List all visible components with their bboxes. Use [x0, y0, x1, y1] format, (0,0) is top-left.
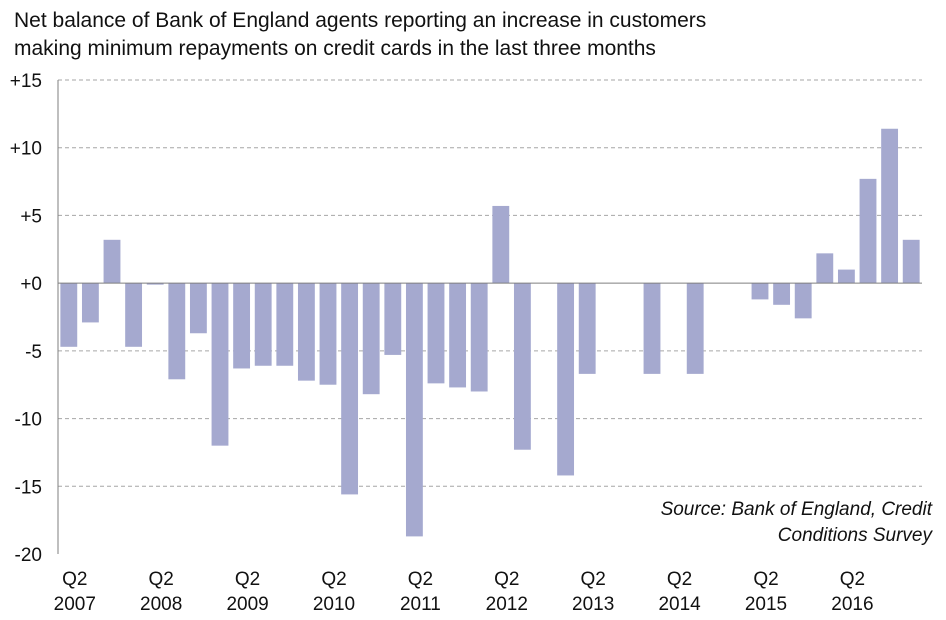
x-tick-year-label: 2009: [226, 594, 268, 615]
bar: [643, 283, 661, 374]
bar: [362, 283, 380, 395]
bar: [492, 205, 510, 284]
x-tick-quarter-label: Q2: [840, 569, 865, 590]
source-note: Source: Bank of England, Credit Conditio…: [512, 497, 932, 549]
bar: [578, 283, 596, 374]
bar: [881, 128, 899, 284]
bar: [276, 283, 294, 366]
source-line-1: Source: Bank of England, Credit: [660, 499, 932, 520]
bar: [816, 253, 834, 284]
bar: [211, 283, 229, 446]
x-tick-quarter-label: Q2: [494, 569, 519, 590]
x-tick-quarter-label: Q2: [149, 569, 174, 590]
y-tick-label: +15: [10, 71, 42, 92]
bar: [470, 283, 488, 392]
bar: [427, 283, 445, 384]
x-tick-year-label: 2015: [745, 594, 787, 615]
bar: [168, 283, 186, 380]
x-tick-year-label: 2012: [486, 594, 528, 615]
bar: [513, 283, 531, 450]
bar: [773, 283, 791, 305]
bar: [146, 283, 164, 285]
bar: [233, 283, 251, 369]
x-tick-year-label: 2007: [54, 594, 96, 615]
x-tick-quarter-label: Q2: [667, 569, 692, 590]
bar: [189, 283, 207, 334]
x-tick-year-label: 2011: [400, 594, 441, 615]
bar: [751, 283, 769, 300]
chart-title-line-1: Net balance of Bank of England agents re…: [14, 9, 707, 32]
bar: [449, 283, 467, 388]
y-tick-label: -10: [15, 410, 42, 431]
chart-title: Net balance of Bank of England agents re…: [14, 7, 894, 63]
bar: [405, 283, 423, 537]
chart-title-line-2: making minimum repayments on credit card…: [14, 37, 656, 60]
bar: [859, 178, 877, 284]
bar: [837, 269, 855, 284]
bar: [341, 283, 359, 495]
x-tick-year-label: 2014: [658, 594, 701, 615]
bar: [254, 283, 272, 366]
x-tick-quarter-label: Q2: [408, 569, 433, 590]
y-tick-label: -5: [25, 342, 42, 363]
y-tick-label: +10: [10, 139, 42, 160]
bar: [297, 283, 315, 381]
bar: [794, 283, 812, 319]
x-tick-year-label: 2013: [572, 594, 614, 615]
x-tick-year-label: 2010: [313, 594, 355, 615]
y-tick-label: +5: [20, 206, 42, 227]
x-tick-year-label: 2016: [831, 594, 873, 615]
bar: [557, 283, 575, 476]
y-tick-label: +0: [20, 274, 42, 295]
x-tick-quarter-label: Q2: [753, 569, 778, 590]
source-line-2: Conditions Survey: [777, 525, 932, 546]
y-tick-label: -15: [15, 477, 42, 498]
x-tick-quarter-label: Q2: [581, 569, 606, 590]
bar: [902, 239, 920, 284]
bar: [103, 239, 121, 284]
x-tick-quarter-label: Q2: [235, 569, 260, 590]
x-tick-quarter-label: Q2: [321, 569, 346, 590]
y-tick-label: -20: [15, 545, 42, 566]
x-tick-year-label: 2008: [140, 594, 182, 615]
bar: [125, 283, 143, 347]
bar: [319, 283, 337, 385]
bar: [81, 283, 99, 323]
bar: [60, 283, 78, 347]
bar: [384, 283, 402, 355]
x-tick-quarter-label: Q2: [62, 569, 87, 590]
bar: [686, 283, 704, 374]
